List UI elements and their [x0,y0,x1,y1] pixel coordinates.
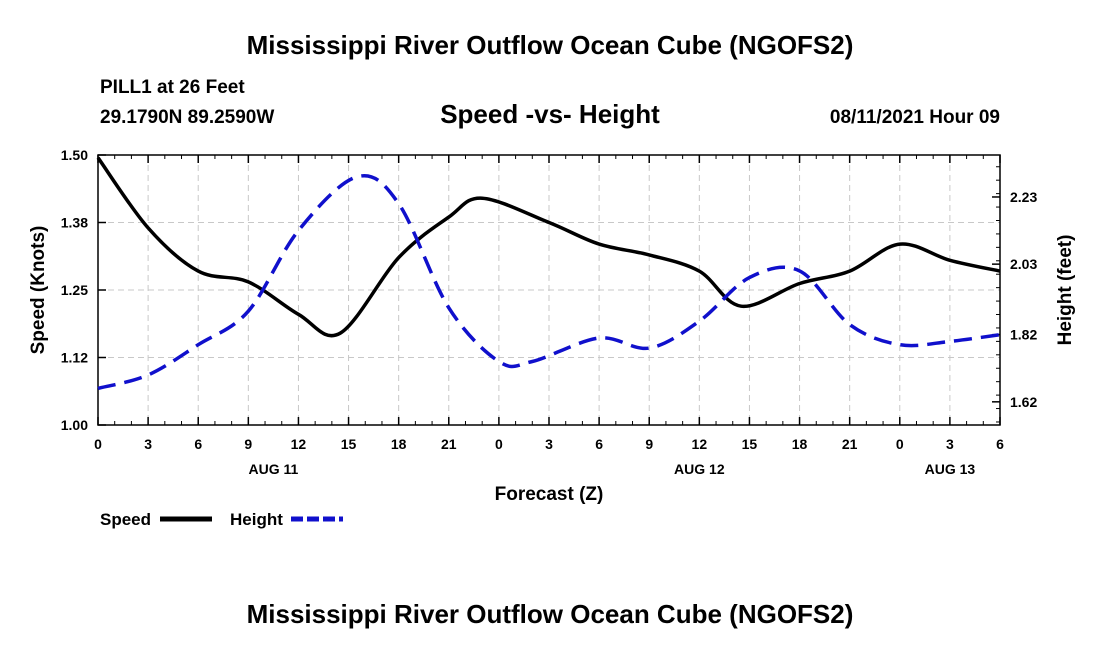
x-tick-label: 3 [545,436,553,452]
y-tick-label: 1.00 [61,417,88,433]
x-tick-label: 6 [996,436,1004,452]
x-tick-label: 3 [946,436,954,452]
series-line-speed [96,156,1001,338]
y-tick-label: 1.38 [61,215,88,231]
y-axis-title: Speed (Knots) [28,226,49,355]
x-tick-label: 6 [194,436,202,452]
x-axis-title: Forecast (Z) [495,484,604,505]
station-coordinates: 29.1790N 89.2590W [100,107,275,128]
series-line-height [97,174,1001,391]
y2-tick-label: 1.82 [1010,327,1037,343]
date-label: AUG 12 [674,461,725,477]
y-tick-label: 1.50 [61,147,88,163]
x-tick-label: 0 [896,436,904,452]
x-tick-label: 15 [341,436,357,452]
x-tick-label: 15 [742,436,758,452]
x-tick-label: 0 [495,436,503,452]
y2-tick-label: 2.03 [1010,256,1037,272]
legend-label-height: Height [230,510,283,529]
y-tick-label: 1.12 [61,350,88,366]
station-label: PILL1 at 26 Feet [100,77,245,98]
chart-subtitle: Speed -vs- Height [440,99,660,129]
y2-tick-label: 2.23 [1010,189,1037,205]
date-label: AUG 13 [925,461,976,477]
y-tick-label: 1.25 [61,282,88,298]
x-tick-label: 3 [144,436,152,452]
footer-title: Mississippi River Outflow Ocean Cube (NG… [246,599,854,629]
y2-tick-label: 1.62 [1010,394,1037,410]
x-tick-label: 6 [595,436,603,452]
y2-axis-title: Height (feet) [1055,235,1076,346]
x-tick-label: 21 [441,436,457,452]
forecast-date: 08/11/2021 Hour 09 [829,107,1000,128]
x-tick-label: 0 [94,436,102,452]
x-tick-label: 9 [645,436,653,452]
chart-title: Mississippi River Outflow Ocean Cube (NG… [246,30,854,60]
x-tick-label: 12 [692,436,708,452]
x-tick-label: 9 [244,436,252,452]
x-tick-label: 18 [391,436,407,452]
x-tick-label: 18 [792,436,808,452]
x-tick-label: 21 [842,436,858,452]
legend-label-speed: Speed [100,510,151,529]
date-label: AUG 11 [248,461,298,477]
x-tick-label: 12 [291,436,307,452]
